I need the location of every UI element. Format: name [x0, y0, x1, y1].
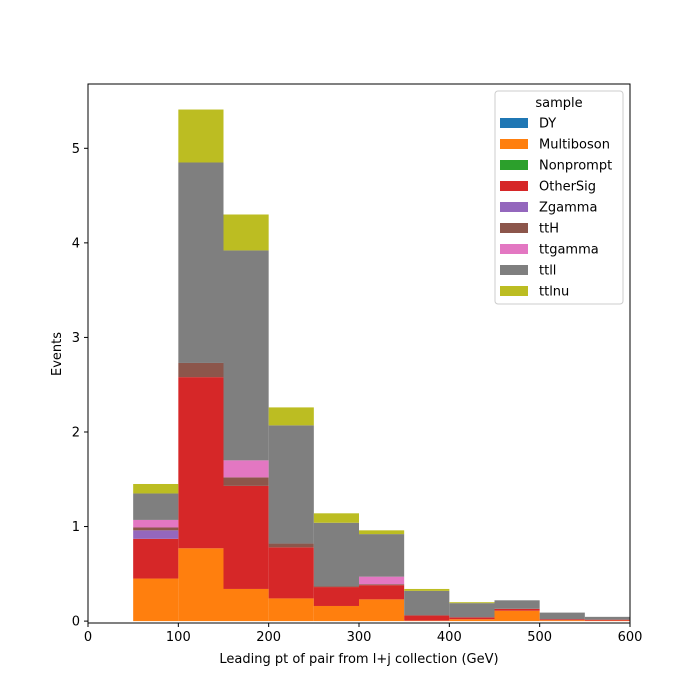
bar-ttll-bin-9	[539, 612, 585, 620]
legend-label-ttgamma: ttgamma	[539, 243, 599, 258]
bar-zgamma-bin-0	[133, 530, 179, 539]
bar-othersig-bin-4	[313, 587, 359, 606]
bar-ttll-bin-5	[359, 534, 405, 577]
bar-ttlnu-bin-3	[268, 407, 314, 426]
bar-multiboson-bin-8	[494, 610, 540, 622]
legend-swatch-dy	[500, 118, 528, 128]
bar-ttll-bin-2	[223, 250, 269, 461]
x-tick-label: 100	[166, 630, 191, 645]
bar-ttll-bin-10	[584, 616, 630, 620]
bar-multiboson-bin-2	[223, 588, 269, 622]
bar-ttll-bin-4	[313, 522, 359, 587]
bar-multiboson-bin-5	[359, 599, 405, 622]
bar-ttgamma-bin-5	[359, 576, 405, 585]
legend-swatch-multiboson	[500, 139, 528, 149]
legend: sample DY Multiboson Nonprompt OtherSig Zgam…	[494, 90, 624, 305]
y-tick-label: 1	[72, 520, 80, 535]
x-tick-label: 500	[527, 630, 552, 645]
bar-multiboson-bin-4	[313, 605, 359, 622]
bar-multiboson-bin-7	[449, 619, 495, 622]
bar-multiboson-bin-1	[178, 548, 224, 622]
bar-ttlnu-bin-5	[359, 530, 405, 535]
bar-tth-bin-4	[313, 586, 359, 588]
x-tick-label: 300	[347, 630, 372, 645]
bar-ttll-bin-1	[178, 162, 224, 363]
bar-ttlnu-bin-2	[223, 214, 269, 251]
legend-label-nonprompt: Nonprompt	[539, 159, 612, 174]
legend-label-tth: ttH	[539, 222, 559, 237]
bar-ttlnu-bin-4	[313, 513, 359, 523]
legend-swatch-ttgamma	[500, 244, 528, 254]
bar-othersig-bin-10	[584, 619, 630, 621]
bar-othersig-bin-7	[449, 617, 495, 620]
bar-othersig-bin-2	[223, 485, 269, 589]
bar-multiboson-bin-9	[539, 620, 585, 622]
x-tick-label: 600	[618, 630, 643, 645]
legend-label-ttll: ttll	[539, 264, 556, 279]
bar-ttll-bin-3	[268, 425, 314, 544]
legend-label-multiboson: Multiboson	[539, 138, 610, 153]
bar-multiboson-bin-3	[268, 598, 314, 622]
x-tick-label: 200	[256, 630, 281, 645]
bar-ttlnu-bin-6	[404, 588, 450, 591]
y-tick-label: 4	[72, 236, 80, 251]
legend-label-zgamma: Zgamma	[539, 201, 597, 216]
bar-ttll-bin-7	[449, 603, 495, 618]
bar-ttlnu-bin-7	[449, 602, 495, 604]
bar-ttll-bin-8	[494, 600, 540, 609]
legend-swatch-tth	[500, 223, 528, 233]
x-tick-label: 400	[437, 630, 462, 645]
legend-label-ttlnu: ttlnu	[539, 285, 569, 300]
bar-othersig-bin-8	[494, 608, 540, 611]
bar-tth-bin-1	[178, 362, 224, 378]
x-axis-label: Leading pt of pair from l+j collection (…	[219, 652, 498, 667]
bar-ttlnu-bin-0	[133, 483, 179, 494]
x-axis-ticks: 0 100 200 300 400 500 600	[84, 623, 643, 645]
bar-ttll-bin-6	[404, 590, 450, 616]
y-tick-label: 2	[72, 425, 80, 440]
y-tick-label: 0	[72, 615, 80, 630]
bar-tth-bin-0	[133, 527, 179, 531]
legend-swatch-ttll	[500, 265, 528, 275]
x-tick-label: 0	[84, 630, 92, 645]
y-tick-label: 3	[72, 331, 80, 346]
bar-tth-bin-5	[359, 584, 405, 586]
bar-tth-bin-3	[268, 543, 314, 548]
bar-ttgamma-bin-2	[223, 460, 269, 478]
y-tick-label: 5	[72, 142, 80, 157]
bar-othersig-bin-1	[178, 377, 224, 549]
legend-swatch-othersig	[500, 181, 528, 191]
legend-items: DY Multiboson Nonprompt OtherSig Zgamma ttH tt…	[500, 117, 612, 300]
legend-label-dy: DY	[539, 117, 556, 132]
bar-othersig-bin-6	[404, 615, 450, 621]
legend-title: sample	[535, 96, 582, 111]
legend-swatch-ttlnu	[500, 286, 528, 296]
bar-multiboson-bin-0	[133, 578, 179, 622]
bar-tth-bin-2	[223, 477, 269, 486]
bar-othersig-bin-3	[268, 547, 314, 599]
y-axis-label: Events	[50, 332, 65, 376]
legend-swatch-nonprompt	[500, 160, 528, 170]
bar-ttll-bin-0	[133, 493, 179, 520]
bar-othersig-bin-9	[539, 619, 585, 621]
y-axis-ticks: 0 1 2 3 4 5	[72, 142, 88, 630]
legend-label-othersig: OtherSig	[539, 180, 596, 195]
bars-layer	[133, 109, 630, 622]
bar-othersig-bin-0	[133, 538, 179, 579]
legend-swatch-zgamma	[500, 202, 528, 212]
bar-othersig-bin-5	[359, 585, 405, 600]
bar-ttlnu-bin-1	[178, 109, 224, 163]
bar-ttgamma-bin-0	[133, 519, 179, 528]
